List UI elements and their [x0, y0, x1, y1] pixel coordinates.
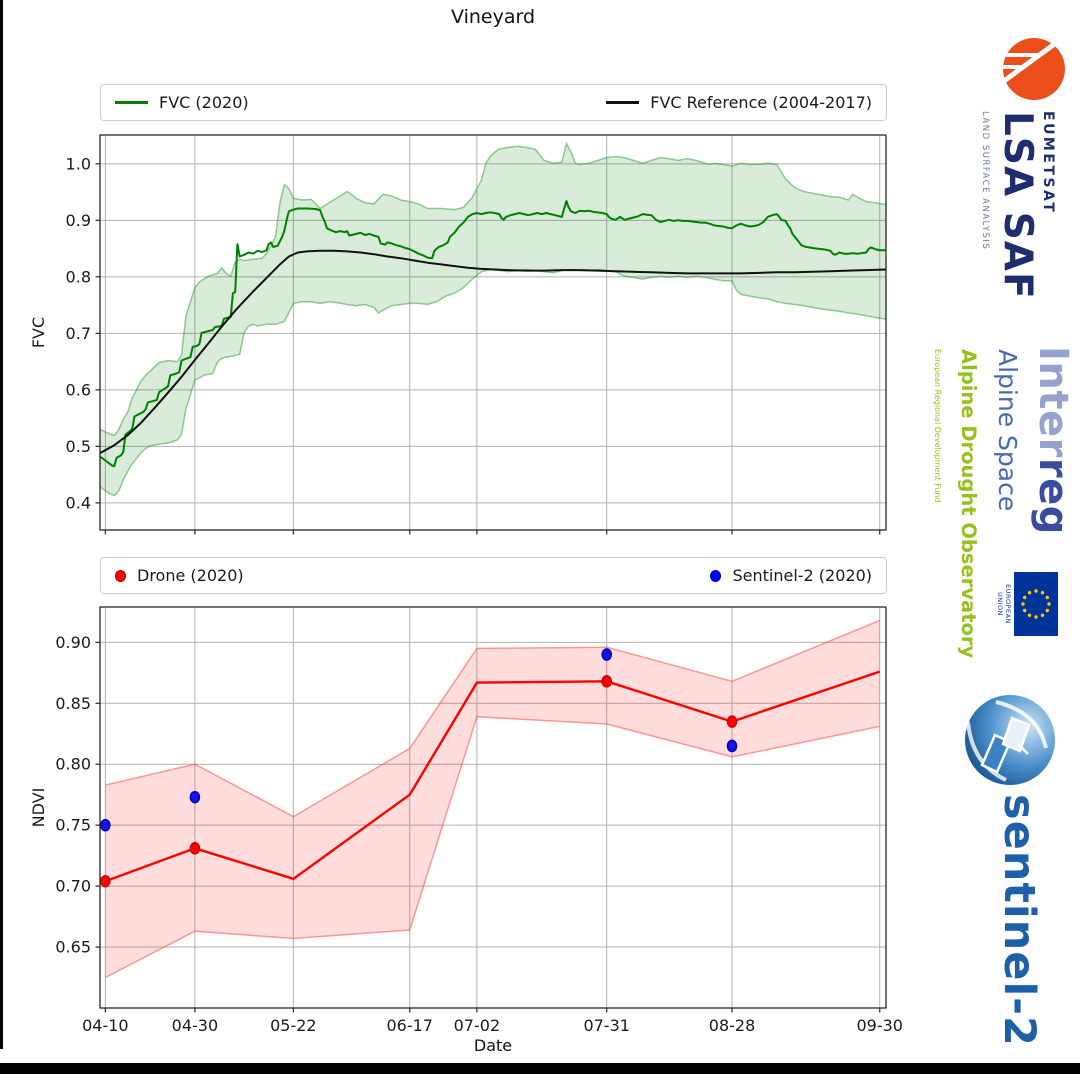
- interreg-wordmark: Interreg: [1030, 346, 1076, 535]
- european-union-label: EUROPEAN UNION: [996, 584, 1012, 624]
- screen-edge-bottom: [0, 1063, 1080, 1074]
- fvc-2020-line-swatch: [115, 101, 148, 104]
- x-axis-label: Date: [473, 1036, 513, 1055]
- drone-point: [726, 715, 738, 728]
- x-tick-label: 04-10: [82, 1016, 129, 1035]
- sentinel2-wordmark: sentinel-2: [994, 794, 1044, 1047]
- y-tick-label: 0.8: [66, 267, 91, 286]
- drone-dot-swatch: [115, 569, 126, 582]
- drone-point: [189, 842, 201, 855]
- y-tick-label: 0.9: [66, 211, 91, 230]
- x-tick-label: 04-30: [172, 1016, 219, 1035]
- y-tick-label: 0.85: [55, 694, 91, 713]
- fvc-legend: FVC (2020) FVC Reference (2004-2017): [100, 84, 887, 121]
- y-tick-label: 0.5: [66, 437, 91, 456]
- screen-edge-left: [0, 0, 3, 1049]
- x-tick-label: 06-17: [386, 1016, 433, 1035]
- y-tick-label: 0.90: [55, 633, 91, 652]
- sentinel2-legend-label: Sentinel-2 (2020): [732, 566, 872, 585]
- fvc-chart: 0.4 0.5 0.6 0.7 0.8 0.9 1.0 FVC: [29, 134, 887, 535]
- y-tick-label: 0.6: [66, 380, 91, 399]
- y-tick-label: 0.4: [66, 493, 91, 512]
- lsasaf-logo: EUMETSAT LSA SAF LAND SURFACE ANALYSIS: [935, 35, 1068, 300]
- plot-border: [99, 134, 887, 531]
- lsasaf-subtitle: LAND SURFACE ANALYSIS: [980, 111, 991, 251]
- y-tick-label: 0.80: [55, 755, 91, 774]
- drone-std-band-edge: [105, 715, 880, 979]
- plot-border: [99, 606, 887, 1009]
- y-axis-label: NDVI: [29, 788, 48, 828]
- fvc-2020-legend-label: FVC (2020): [159, 93, 249, 112]
- fvc-reference-legend-entry: FVC Reference (2004-2017): [606, 93, 872, 112]
- fvc-2020-std-band-edge: [100, 141, 886, 437]
- drone-std-band: [105, 620, 880, 978]
- y-axis-label: FVC: [29, 317, 48, 348]
- fvc-2020-std-band-edge: [100, 268, 886, 497]
- y-tick-label: 1.0: [66, 154, 91, 173]
- drone-legend-label: Drone (2020): [137, 566, 244, 585]
- sentinel2-point: [189, 790, 201, 804]
- lsasaf-wordmark: LSA SAF: [995, 111, 1040, 300]
- drone-point: [100, 874, 111, 888]
- fvc-reference-line-swatch: [606, 101, 640, 104]
- ndvi-chart: 0.65 0.70 0.75 0.80 0.85 0.90 04-10 04-30 05-22 0…: [29, 606, 903, 1035]
- drone-ndvi-line: [104, 670, 881, 883]
- eumetsat-disc-icon: [1003, 38, 1065, 100]
- alpine-drought-observatory-label: Alpine Drought Observatory: [957, 349, 980, 659]
- sentinel2-point: [100, 818, 111, 832]
- sentinel2-dot-swatch: [710, 569, 722, 582]
- sentinel2-legend-entry: Sentinel-2 (2020): [710, 566, 872, 585]
- y-tick-label: 0.70: [55, 877, 91, 896]
- alpine-space-label: Alpine Space: [993, 349, 1022, 512]
- sentinel2-point: [726, 739, 738, 753]
- x-tick-label: 07-31: [583, 1016, 630, 1035]
- x-tick-label: 09-30: [856, 1016, 903, 1035]
- y-tick-label: 0.7: [66, 324, 91, 343]
- sentinel2-point: [601, 648, 612, 661]
- y-tick-label: 0.75: [55, 816, 91, 835]
- ndvi-legend: Drone (2020) Sentinel-2 (2020): [100, 557, 887, 594]
- interreg-logo: Interreg EUROPEAN UNION Alpine Space Alp…: [925, 338, 1076, 658]
- drone-point: [601, 675, 612, 688]
- drone-legend-entry: Drone (2020): [115, 566, 244, 585]
- x-tick-label: 05-22: [270, 1016, 317, 1035]
- x-tick-label: 08-28: [709, 1016, 756, 1035]
- drone-std-band-edge: [105, 619, 880, 818]
- fvc-2020-std-band: [100, 143, 886, 496]
- figure-title: Vineyard: [450, 6, 535, 28]
- fvc-reference-legend-label: FVC Reference (2004-2017): [650, 93, 872, 112]
- fvc-reference-line: [100, 249, 886, 454]
- sentinel2-globe-icon: [965, 695, 1055, 785]
- eumetsat-wordmark: EUMETSAT: [1040, 111, 1056, 215]
- sentinel2-logo: sentinel-2: [940, 692, 1070, 1047]
- x-tick-label: 07-02: [454, 1016, 501, 1035]
- erdf-label: European Regional Development Fund: [933, 349, 942, 503]
- fvc-2020-legend-entry: FVC (2020): [115, 93, 249, 112]
- y-tick-label: 0.65: [55, 938, 91, 957]
- eu-flag-icon: [1014, 572, 1058, 636]
